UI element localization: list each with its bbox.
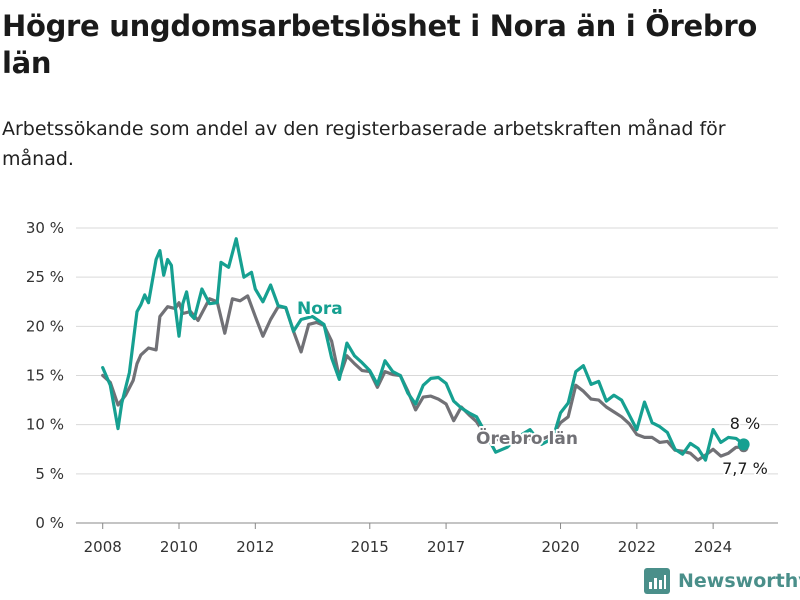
x-tick-label: 2015 (351, 538, 389, 556)
y-tick-label: 30 % (26, 219, 64, 237)
nora-end-marker (737, 438, 750, 451)
x-tick-label: 2020 (541, 538, 579, 556)
y-tick-label: 10 % (26, 416, 64, 434)
x-tick-label: 2024 (694, 538, 732, 556)
x-tick-label: 2012 (236, 538, 274, 556)
y-tick-label: 0 % (35, 514, 64, 532)
x-tick-label: 2008 (84, 538, 122, 556)
chart-title: Högre ungdomsarbetslöshet i Nora än i Ör… (2, 9, 758, 80)
nora-end-label: 8 % (730, 414, 760, 433)
x-tick-label: 2017 (427, 538, 465, 556)
series-line-orebro (101, 294, 746, 462)
x-tick-label: 2022 (618, 538, 656, 556)
brand-logo: Newsworthy (644, 568, 800, 594)
series-label-nora: Nora (297, 299, 343, 319)
brand-name: Newsworthy (678, 570, 800, 592)
newsworthy-chart-icon (644, 568, 670, 594)
x-tick-label: 2010 (160, 538, 198, 556)
y-tick-label: 25 % (26, 268, 64, 286)
series-line-nora (101, 237, 746, 462)
y-tick-label: 20 % (26, 317, 64, 335)
y-tick-label: 15 % (26, 367, 64, 385)
chart-subtitle: Arbetssökande som andel av den registerb… (2, 118, 726, 170)
series-label-orebro: Örebro län (476, 427, 578, 449)
orebro-end-label: 7,7 % (722, 459, 768, 478)
y-tick-label: 5 % (35, 465, 64, 483)
